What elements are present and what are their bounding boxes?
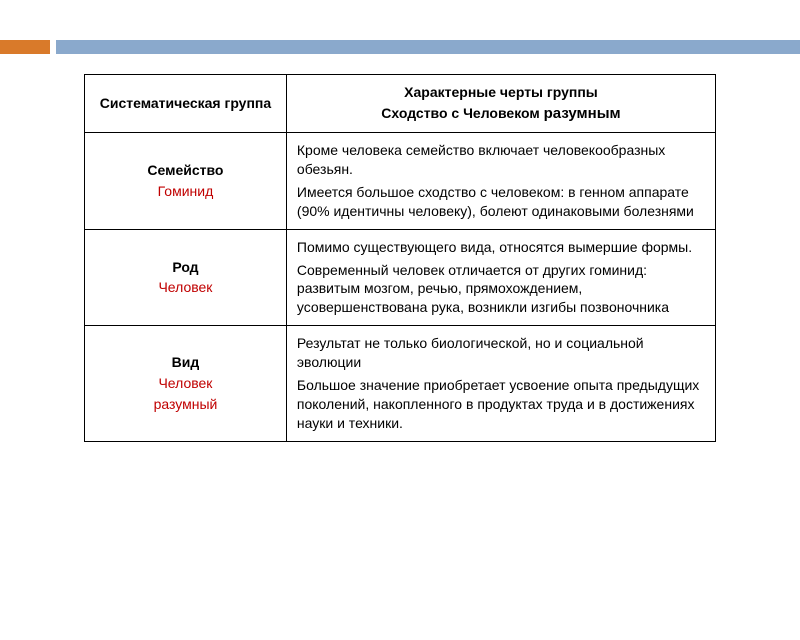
row-desc-cell: Помимо существующего вида, относятся вым…	[286, 229, 715, 326]
row-name-cell: Род Человек	[85, 229, 287, 326]
header-right-line2-prefix: Сходство с Человеком	[381, 105, 543, 121]
header-right-line1: Характерные черты группы	[297, 83, 705, 102]
header-right-line2-emph: разумным	[544, 105, 621, 122]
row-desc-p1: Кроме человека семейство включает челове…	[297, 141, 705, 179]
row-desc-cell: Кроме человека семейство включает челове…	[286, 133, 715, 230]
slide-top-accent	[0, 40, 800, 54]
row-desc-p2: Большое значение приобретает усвоение оп…	[297, 376, 705, 433]
header-right-line2: Сходство с Человеком разумным	[297, 104, 705, 124]
table-row: Семейство Гоминид Кроме человека семейст…	[85, 133, 716, 230]
table-row: Род Человек Помимо существующего вида, о…	[85, 229, 716, 326]
row-name-bold: Семейство	[95, 161, 276, 180]
taxonomy-table: Систематическая группа Характерные черты…	[84, 74, 716, 442]
slide-content: Систематическая группа Характерные черты…	[0, 54, 800, 442]
accent-orange	[0, 40, 50, 54]
table-row: Вид Человек разумный Результат не только…	[85, 326, 716, 441]
row-desc-p1: Помимо существующего вида, относятся вым…	[297, 238, 705, 257]
accent-blue	[56, 40, 800, 54]
row-name-cell: Семейство Гоминид	[85, 133, 287, 230]
row-name-cell: Вид Человек разумный	[85, 326, 287, 441]
row-desc-p2: Современный человек отличается от других…	[297, 261, 705, 318]
row-name-bold: Род	[95, 258, 276, 277]
row-name-red-a: Человек	[95, 374, 276, 393]
row-name-red-b: разумный	[95, 395, 276, 414]
row-name-red: Гоминид	[95, 182, 276, 201]
header-left-text: Систематическая группа	[95, 94, 276, 113]
row-desc-p1: Результат не только биологической, но и …	[297, 334, 705, 372]
row-desc-p2: Имеется большое сходство с человеком: в …	[297, 183, 705, 221]
row-desc-cell: Результат не только биологической, но и …	[286, 326, 715, 441]
row-name-bold: Вид	[95, 353, 276, 372]
row-name-red: Человек	[95, 278, 276, 297]
header-left-cell: Систематическая группа	[85, 75, 287, 133]
table-header-row: Систематическая группа Характерные черты…	[85, 75, 716, 133]
header-right-cell: Характерные черты группы Сходство с Чело…	[286, 75, 715, 133]
